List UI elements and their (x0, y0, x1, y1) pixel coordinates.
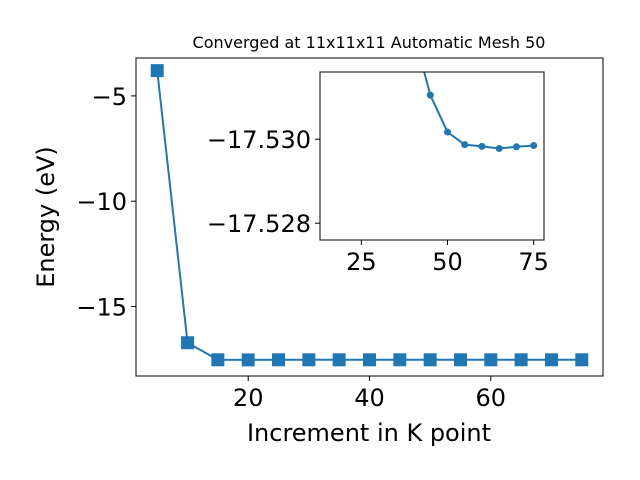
main-data-point (363, 353, 376, 367)
main-data-point (150, 64, 164, 78)
y-axis-label: Energy (eV) (32, 146, 60, 288)
main-axes: Converged at 11x11x11 Automatic Mesh 50 … (32, 33, 604, 447)
main-data-point (575, 353, 589, 367)
inset-axes: 25 50 75 −17.530 −17.528 (207, 71, 549, 276)
inset-data-point (495, 144, 503, 152)
inset-data-point (426, 91, 434, 99)
main-x-tick-label: 60 (476, 384, 507, 412)
main-data-point (544, 353, 558, 367)
main-y-tick-label: −15 (76, 294, 127, 322)
x-axis-label: Increment in K point (247, 419, 491, 447)
main-data-point (332, 353, 346, 367)
inset-series (423, 72, 538, 152)
main-data-point (211, 353, 225, 367)
main-data-point (393, 353, 407, 367)
main-x-tick-label: 40 (354, 384, 385, 412)
inset-y-tick-label: −17.528 (207, 210, 311, 238)
main-y-tick-label: −5 (92, 83, 127, 111)
inset-x-tick-label: 50 (432, 248, 463, 276)
inset-data-point (461, 141, 469, 149)
main-x-tick-label: 20 (233, 384, 264, 412)
main-data-point (453, 353, 467, 367)
main-series (150, 64, 589, 367)
inset-data-point (444, 128, 452, 136)
inset-y-tick-label: −17.530 (207, 126, 311, 154)
inset-data-point (512, 143, 520, 151)
main-y-tick-label: −10 (76, 188, 127, 216)
main-data-point (514, 353, 528, 367)
inset-data-point (530, 142, 538, 149)
inset-x-tick-label: 25 (346, 248, 377, 276)
main-data-point (181, 336, 195, 350)
inset-ticks: 25 50 75 −17.530 −17.528 (207, 126, 549, 276)
inset-plot-frame (319, 71, 545, 241)
main-data-point (484, 353, 498, 367)
chart-title: Converged at 11x11x11 Automatic Mesh 50 (193, 33, 546, 52)
main-data-point (272, 353, 286, 367)
main-ticks: 20 40 60 −5 −10 −15 (76, 83, 506, 412)
inset-x-tick-label: 75 (518, 248, 549, 276)
main-data-point (302, 353, 316, 367)
inset-data-point (478, 142, 486, 150)
main-data-point (241, 353, 255, 367)
main-data-point (423, 353, 437, 367)
main-plot-frame (135, 57, 604, 377)
